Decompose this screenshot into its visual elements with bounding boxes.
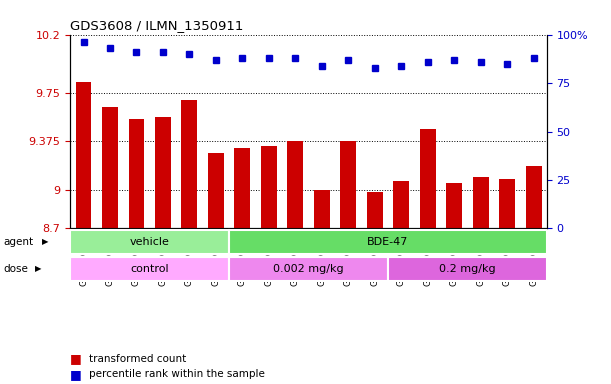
Text: 0.002 mg/kg: 0.002 mg/kg [273,264,344,274]
Bar [181,101,197,228]
Bar [473,177,489,228]
Bar [287,141,303,228]
Bar [499,179,515,228]
Text: vehicle: vehicle [130,237,170,247]
Text: ■: ■ [70,368,82,381]
Text: control: control [130,264,169,274]
Text: ■: ■ [70,353,82,366]
Bar [261,146,277,228]
Bar [155,117,171,228]
Bar [70,230,229,254]
Text: transformed count: transformed count [89,354,186,364]
Text: GDS3608 / ILMN_1350911: GDS3608 / ILMN_1350911 [70,19,244,32]
Bar [367,192,382,228]
Text: BDE-47: BDE-47 [367,237,409,247]
Bar [208,154,224,228]
Bar [102,107,118,228]
Bar [420,129,436,228]
Text: 0.2 mg/kg: 0.2 mg/kg [439,264,496,274]
Bar [229,257,388,281]
Text: agent: agent [3,237,33,247]
Text: percentile rank within the sample: percentile rank within the sample [89,369,265,379]
Bar [446,183,462,228]
Bar [525,166,541,228]
Text: ▶: ▶ [42,237,48,247]
Bar [340,141,356,228]
Bar [70,257,229,281]
Bar [128,119,144,228]
Text: dose: dose [3,264,28,274]
Bar [393,180,409,228]
Bar [76,83,92,228]
Bar [388,257,547,281]
Bar [314,190,330,228]
Text: ▶: ▶ [35,264,42,273]
Bar [229,230,547,254]
Bar [235,148,251,228]
